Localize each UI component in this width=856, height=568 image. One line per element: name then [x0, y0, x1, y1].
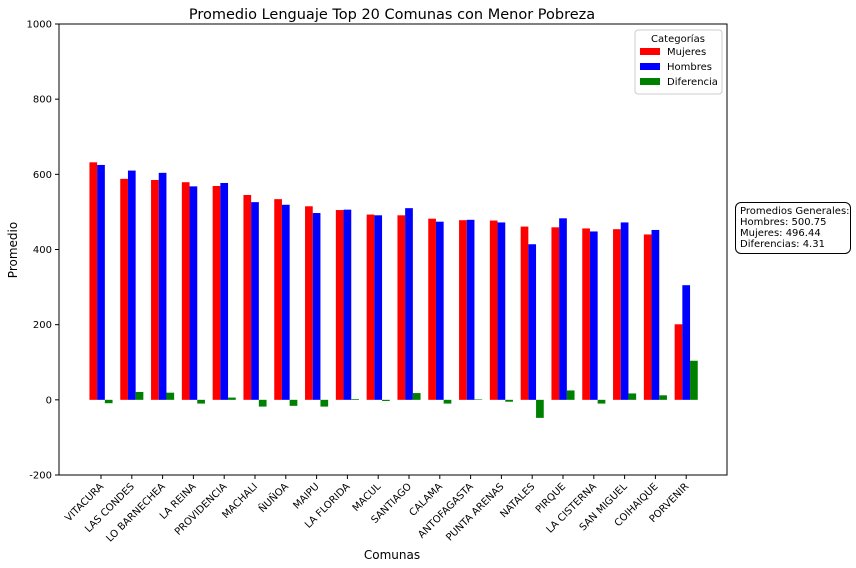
- bar-hombres: [127, 170, 136, 400]
- bar-hombres: [189, 186, 198, 400]
- y-tick-label: -200: [29, 471, 52, 482]
- bar-mujeres: [243, 195, 252, 400]
- bar-mujeres: [212, 185, 221, 400]
- bar-mujeres: [551, 227, 560, 400]
- legend-label-hombres: Hombres: [667, 62, 712, 73]
- y-axis-label: Promedio: [6, 222, 20, 278]
- bar-diferencia: [597, 399, 606, 404]
- bar-diferencia: [474, 399, 483, 400]
- bar-diferencia: [443, 399, 452, 404]
- bar-mujeres: [428, 218, 436, 400]
- bar-diferencia: [258, 399, 267, 407]
- summary-box: Promedios Generales: Hombres: 500.75 Muj…: [735, 202, 851, 254]
- x-axis-label: Comunas: [364, 548, 420, 562]
- bars-group: [89, 162, 698, 418]
- bar-hombres: [281, 204, 290, 400]
- bar-mujeres: [305, 206, 313, 400]
- bar-mujeres: [335, 210, 344, 400]
- bar-hombres: [220, 182, 229, 400]
- x-tick-label: ANTOFAGASTA: [416, 481, 475, 540]
- bar-mujeres: [613, 229, 621, 400]
- bar-mujeres: [459, 220, 467, 400]
- bar-diferencia: [382, 399, 390, 401]
- bar-diferencia: [228, 397, 236, 400]
- bar-mujeres: [120, 178, 128, 400]
- bar-hombres: [405, 208, 413, 400]
- bar-hombres: [158, 172, 167, 400]
- bar-hombres: [97, 164, 105, 400]
- bar-hombres: [374, 215, 383, 400]
- bar-hombres: [682, 285, 691, 400]
- summary-hombres: Hombres: 500.75: [740, 217, 827, 228]
- bar-hombres: [435, 221, 444, 400]
- y-axis: -200 0 200 400 600 800 1000: [27, 20, 59, 482]
- x-tick-label: MAIPU: [291, 481, 321, 511]
- bar-hombres: [497, 222, 506, 400]
- bar-mujeres: [366, 214, 375, 400]
- legend-swatch-mujeres: [640, 48, 660, 55]
- bar-hombres: [589, 231, 598, 400]
- legend: Categorías Mujeres Hombres Diferencia: [634, 29, 723, 95]
- bar-mujeres: [520, 226, 529, 400]
- legend-label-diferencia: Diferencia: [667, 77, 718, 88]
- summary-title: Promedios Generales:: [740, 206, 850, 217]
- bar-diferencia: [320, 399, 329, 407]
- legend-swatch-hombres: [640, 63, 660, 70]
- bar-mujeres: [397, 215, 406, 400]
- bar-hombres: [620, 222, 629, 400]
- summary-mujeres: Mujeres: 496.44: [740, 228, 821, 239]
- bar-mujeres: [89, 162, 98, 400]
- bar-hombres: [312, 213, 321, 400]
- y-tick-label: 400: [33, 245, 52, 256]
- bar-diferencia: [197, 399, 205, 404]
- bar-mujeres: [489, 220, 498, 400]
- bar-diferencia: [628, 393, 637, 400]
- bar-mujeres: [582, 228, 590, 400]
- bar-hombres: [343, 209, 352, 400]
- legend-swatch-diferencia: [640, 78, 660, 85]
- bar-mujeres: [151, 179, 159, 400]
- bar-diferencia: [690, 360, 698, 400]
- legend-label-mujeres: Mujeres: [667, 47, 706, 58]
- y-tick-label: 0: [46, 395, 52, 406]
- bar-diferencia: [566, 390, 575, 400]
- bar-mujeres: [643, 234, 652, 400]
- y-tick-label: 800: [33, 95, 52, 106]
- x-tick-label: ÑUÑOA: [256, 480, 291, 515]
- bar-diferencia: [659, 395, 667, 400]
- legend-title: Categorías: [651, 33, 705, 45]
- bar-mujeres: [274, 199, 282, 400]
- y-tick-label: 200: [33, 320, 52, 331]
- bar-hombres: [251, 202, 259, 400]
- bar-diferencia: [289, 399, 298, 406]
- bar-mujeres: [181, 182, 190, 400]
- bar-hombres: [528, 244, 537, 400]
- bar-diferencia: [166, 392, 175, 400]
- bar-mujeres: [674, 324, 683, 400]
- bar-diferencia: [351, 399, 359, 400]
- chart-title: Promedio Lenguaje Top 20 Comunas con Men…: [189, 7, 595, 23]
- bar-hombres: [559, 218, 567, 400]
- bar-hombres: [651, 229, 660, 400]
- summary-diferencias: Diferencias: 4.31: [740, 239, 825, 250]
- bar-diferencia: [412, 393, 421, 400]
- y-tick-label: 1000: [27, 20, 52, 31]
- bar-hombres: [466, 219, 475, 400]
- bar-diferencia: [536, 399, 544, 418]
- bar-diferencia: [505, 399, 513, 402]
- bar-diferencia: [104, 399, 113, 404]
- y-tick-label: 600: [33, 170, 52, 181]
- bar-diferencia: [135, 391, 144, 400]
